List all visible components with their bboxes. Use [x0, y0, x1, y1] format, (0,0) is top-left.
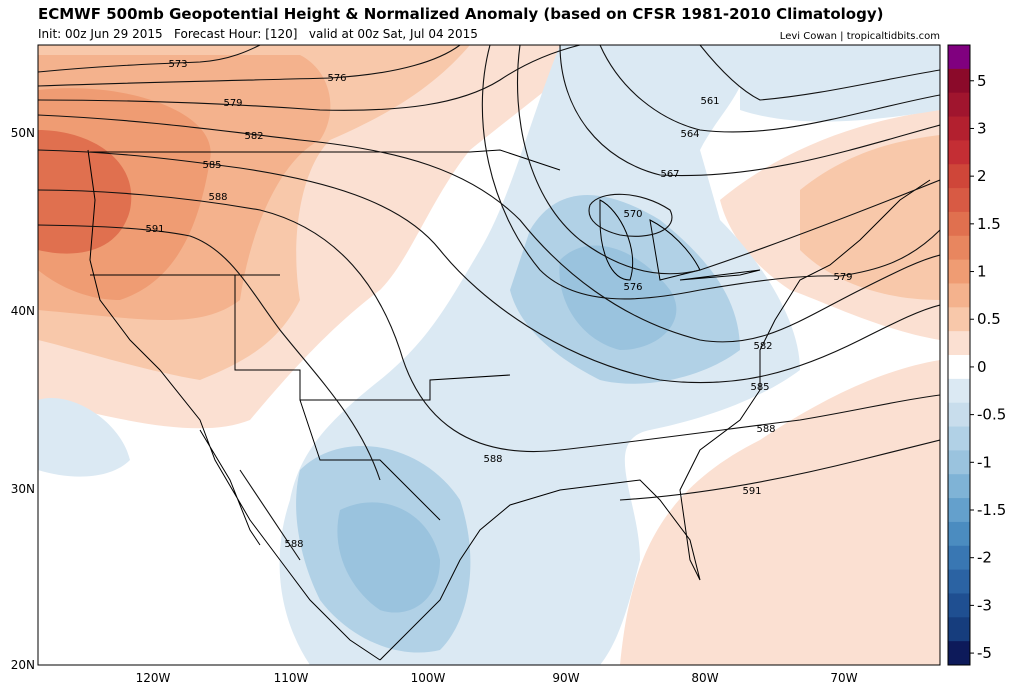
lon-label: 90W: [552, 671, 579, 685]
colorbar-label: 2: [977, 167, 987, 185]
colorbar-swatch: [948, 211, 970, 237]
colorbar-label: -0.5: [977, 406, 1006, 424]
title: ECMWF 500mb Geopotential Height & Normal…: [38, 5, 883, 23]
colorbar-swatch: [948, 331, 970, 356]
anomaly-cool: [38, 398, 130, 477]
contour: [517, 45, 940, 275]
contour-label: 591: [742, 486, 761, 497]
contour-label: 585: [750, 382, 769, 393]
contour-label: 582: [244, 131, 263, 142]
contour-label: 588: [208, 192, 227, 203]
colorbar-swatch: [948, 474, 970, 499]
coastline: [379, 179, 931, 661]
colorbar-swatch: [948, 259, 970, 284]
colorbar-label: 5: [977, 72, 987, 90]
colorbar-swatch: [948, 521, 970, 547]
contour-label: 588: [284, 539, 303, 550]
contour-label: 591: [145, 224, 164, 235]
contour: [599, 45, 940, 133]
contour-label: 561: [700, 96, 719, 107]
contour: [38, 45, 261, 73]
contour-label: 576: [327, 73, 346, 84]
colorbar-swatch: [948, 641, 970, 666]
contour-label: 567: [660, 169, 679, 180]
coastline: [87, 149, 381, 661]
colorbar-swatch: [948, 545, 970, 571]
subtitle: Init: 00z Jun 29 2015 Forecast Hour: [12…: [38, 27, 478, 41]
colorbar-swatch: [948, 617, 970, 642]
colorbar-swatch: [948, 498, 970, 523]
contour: [38, 114, 940, 343]
colorbar-swatch: [948, 593, 970, 618]
colorbar-label: 1: [977, 263, 987, 281]
contour: [38, 189, 940, 452]
colorbar-swatch: [948, 569, 970, 594]
contour: [38, 45, 461, 87]
lat-label: 50N: [11, 126, 35, 140]
colorbar-label: 0: [977, 358, 987, 376]
contour-label: 588: [756, 424, 775, 435]
colorbar-swatch: [948, 402, 970, 428]
colorbar-swatch: [948, 307, 970, 332]
colorbar-swatch: [948, 164, 970, 189]
colorbar-label: 1.5: [977, 215, 1001, 233]
contour-label: 582: [753, 341, 772, 352]
contour-label: 588: [483, 454, 502, 465]
contour-label: 579: [833, 272, 852, 283]
anomaly-cool: [740, 45, 940, 122]
map: 573 576 579 582 585 588 591 561 564 567 …: [38, 45, 940, 665]
colorbar-frame: [947, 44, 971, 666]
credit: Levi Cowan | tropicaltidbits.com: [780, 31, 940, 42]
contour-label: 585: [202, 160, 221, 171]
colorbar-swatch: [948, 283, 970, 308]
lon-label: 80W: [691, 671, 718, 685]
anomaly-warm: [620, 360, 940, 665]
contour: [481, 45, 940, 300]
lat-label: 20N: [11, 658, 35, 672]
colorbar-swatch: [948, 188, 970, 213]
colorbar-label: -3: [977, 596, 992, 614]
contour-label: 573: [168, 59, 187, 70]
contour-label: 576: [623, 282, 642, 293]
colorbar-swatch: [948, 45, 970, 70]
border: [90, 149, 561, 521]
colorbar-swatch: [948, 235, 970, 261]
colorbar-label: 3: [977, 119, 987, 137]
lon-label: 100W: [411, 671, 446, 685]
lat-label: 30N: [11, 482, 35, 496]
colorbar-label: -5: [977, 644, 992, 662]
colorbar-label: -1.5: [977, 501, 1006, 519]
colorbar: 5 3 2 1.5 1 0.5 0 -0.5 -1 -1.5 -2 -3 -5: [947, 44, 1006, 666]
colorbar-swatch: [948, 450, 970, 475]
lon-label: 110W: [274, 671, 309, 685]
contour-label: 570: [623, 209, 642, 220]
colorbar-swatch: [948, 92, 970, 118]
anomaly-warm: [38, 130, 132, 254]
colorbar-swatch: [948, 140, 970, 165]
colorbar-swatch: [948, 426, 970, 451]
colorbar-label: -2: [977, 549, 992, 567]
contour: [38, 224, 940, 561]
contour: [559, 45, 940, 177]
lon-label: 120W: [136, 671, 171, 685]
map-frame: [37, 44, 941, 666]
contour: [699, 45, 940, 101]
anomaly-cool: [337, 502, 440, 613]
contour: [38, 45, 581, 111]
contour-label: 579: [223, 98, 242, 109]
contour-label: 564: [680, 129, 699, 140]
contour: [38, 149, 940, 384]
lat-label: 40N: [11, 304, 35, 318]
colorbar-swatch: [948, 68, 970, 94]
colorbar-swatch: [948, 355, 970, 380]
anomaly-warm: [800, 135, 940, 300]
colorbar-swatch: [948, 378, 970, 404]
lon-label: 70W: [830, 671, 857, 685]
colorbar-label: 0.5: [977, 310, 1001, 328]
contour: [588, 193, 673, 237]
colorbar-swatch: [948, 116, 970, 141]
colorbar-label: -1: [977, 453, 992, 471]
